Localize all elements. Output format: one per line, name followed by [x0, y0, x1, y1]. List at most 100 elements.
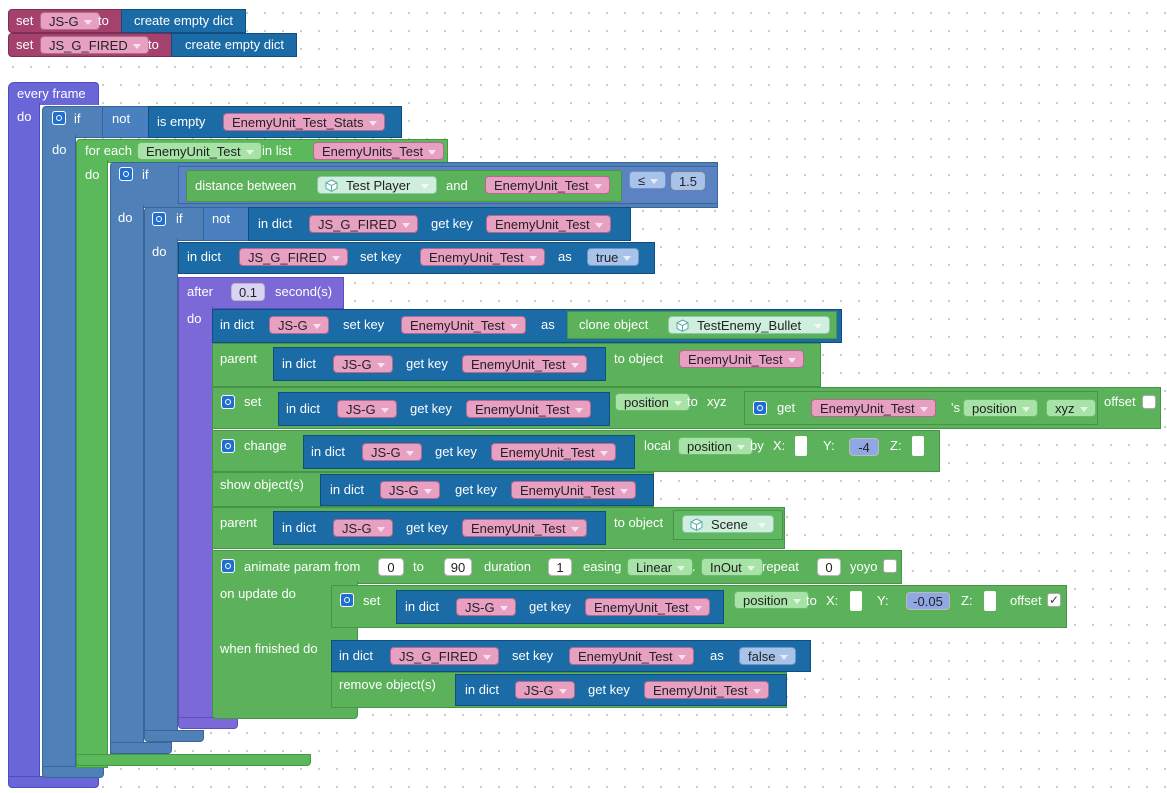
- in-dict-get-block[interactable]: in dict JS-G get key EnemyUnit_Test: [273, 511, 606, 545]
- key-dropdown-enemy[interactable]: EnemyUnit_Test: [420, 248, 545, 266]
- target-dropdown-enemy[interactable]: EnemyUnit_Test: [679, 350, 804, 368]
- z-value-slot[interactable]: [912, 436, 924, 456]
- list-variable-dropdown[interactable]: EnemyUnits_Test: [313, 142, 445, 160]
- in-dict-set-fired-true-block[interactable]: in dict JS_G_FIRED set key EnemyUnit_Tes…: [178, 242, 655, 274]
- key-dropdown-enemy[interactable]: EnemyUnit_Test: [491, 443, 616, 461]
- set-jsg-block[interactable]: set JS-G to: [8, 9, 122, 33]
- after-block[interactable]: after 0.1 second(s): [178, 277, 344, 309]
- dict-dropdown-jsg[interactable]: JS-G: [333, 355, 393, 373]
- key-dropdown-enemy[interactable]: EnemyUnit_Test: [462, 519, 587, 537]
- property-dropdown-position[interactable]: position: [963, 399, 1038, 417]
- mutator-gear-icon[interactable]: [119, 167, 133, 181]
- in-dict-get-block[interactable]: in dict JS-G get key EnemyUnit_Test: [396, 590, 724, 624]
- easing-dropdown[interactable]: Linear: [627, 558, 694, 576]
- possessive-label: 's: [951, 400, 960, 415]
- key-dropdown-enemy[interactable]: EnemyUnit_Test: [401, 316, 526, 334]
- boolean-dropdown-false[interactable]: false: [739, 647, 797, 665]
- item-variable-dropdown[interactable]: EnemyUnit_Test: [137, 142, 262, 160]
- clone-object-label: clone object: [579, 317, 649, 332]
- get-key-label: get key: [410, 401, 452, 416]
- dict-dropdown-jsg[interactable]: JS-G: [333, 519, 393, 537]
- compare-operator-dropdown[interactable]: ≤: [629, 171, 667, 189]
- from-value-input[interactable]: 0: [378, 558, 404, 576]
- key-dropdown-enemy[interactable]: EnemyUnit_Test: [585, 598, 710, 616]
- mutator-gear-icon[interactable]: [52, 111, 66, 125]
- set-jsg-fired-block[interactable]: set JS_G_FIRED to: [8, 33, 172, 57]
- dict-dropdown-jsg[interactable]: JS-G: [269, 316, 329, 334]
- dict-dropdown-jsg[interactable]: JS-G: [362, 443, 422, 461]
- var-dropdown-jsg[interactable]: JS-G: [40, 12, 100, 30]
- animate-param-block[interactable]: animate param from 0 to 90 duration 1 ea…: [212, 550, 902, 584]
- every-frame-block[interactable]: every frame: [8, 82, 99, 105]
- property-dropdown-position[interactable]: position: [615, 393, 690, 411]
- in-dict-get-block[interactable]: in dict JS-G get key EnemyUnit_Test: [273, 347, 606, 381]
- var-dropdown-jsg-fired[interactable]: JS_G_FIRED: [40, 36, 149, 54]
- easing-mode-dropdown[interactable]: InOut: [701, 558, 763, 576]
- key-dropdown-enemy[interactable]: EnemyUnit_Test: [462, 355, 587, 373]
- for-each-block[interactable]: for each EnemyUnit_Test in list EnemyUni…: [76, 139, 448, 163]
- in-dict-get-fired-block[interactable]: in dict JS_G_FIRED get key EnemyUnit_Tes…: [248, 207, 631, 241]
- key-dropdown-enemy[interactable]: EnemyUnit_Test: [644, 681, 769, 699]
- x-value-slot[interactable]: [795, 436, 807, 456]
- dict-dropdown-jsg[interactable]: JS-G: [456, 598, 516, 616]
- component-dropdown-xyz[interactable]: xyz: [1046, 399, 1096, 417]
- delay-input[interactable]: 0.1: [231, 283, 265, 301]
- z-value-slot[interactable]: [984, 591, 996, 611]
- key-dropdown-enemy[interactable]: EnemyUnit_Test: [511, 481, 636, 499]
- boolean-dropdown-true[interactable]: true: [587, 248, 640, 266]
- compare-value-input[interactable]: 1.5: [671, 172, 705, 190]
- property-dropdown-position[interactable]: position: [678, 437, 753, 455]
- get-property-block[interactable]: get EnemyUnit_Test 's position xyz: [744, 391, 1098, 425]
- create-empty-dict-block-1[interactable]: create empty dict: [121, 9, 246, 33]
- var-dropdown-enemy[interactable]: EnemyUnit_Test: [485, 176, 610, 194]
- dict-dropdown-fired[interactable]: JS_G_FIRED: [239, 248, 348, 266]
- y-value-input[interactable]: -0.05: [906, 592, 950, 610]
- in-dict-get-block[interactable]: in dict JS-G get key EnemyUnit_Test: [278, 392, 610, 426]
- distance-between-block[interactable]: distance between Test Player and EnemyUn…: [186, 170, 622, 202]
- yoyo-label: yoyo: [850, 559, 878, 574]
- property-dropdown-position[interactable]: position: [734, 591, 809, 609]
- object-dropdown-scene[interactable]: Scene: [682, 515, 774, 533]
- is-empty-block[interactable]: is empty EnemyUnit_Test_Stats: [148, 106, 402, 138]
- mutator-gear-icon[interactable]: [753, 401, 767, 415]
- to-value-input[interactable]: 90: [444, 558, 472, 576]
- mutator-gear-icon[interactable]: [221, 559, 235, 573]
- create-empty-dict-block-2[interactable]: create empty dict: [171, 33, 297, 57]
- dict-dropdown-jsg[interactable]: JS-G: [337, 400, 397, 418]
- offset-checkbox[interactable]: [1142, 395, 1156, 409]
- clone-object-block[interactable]: clone object TestEnemy_Bullet: [567, 311, 837, 339]
- var-dropdown-enemy[interactable]: EnemyUnit_Test: [811, 399, 936, 417]
- in-dict-set-fired-false-block[interactable]: in dict JS_G_FIRED set key EnemyUnit_Tes…: [331, 640, 811, 672]
- y-value-input[interactable]: -4: [849, 438, 879, 456]
- yoyo-checkbox[interactable]: [883, 559, 897, 573]
- in-dict-get-block[interactable]: in dict JS-G get key EnemyUnit_Test: [455, 674, 787, 706]
- in-dict-label: in dict: [282, 356, 316, 371]
- if-3-footer: [144, 730, 204, 742]
- dict-dropdown-fired[interactable]: JS_G_FIRED: [390, 647, 499, 665]
- object-dropdown-bullet[interactable]: TestEnemy_Bullet: [668, 316, 830, 334]
- duration-value-input[interactable]: 1: [548, 558, 572, 576]
- in-dict-get-block[interactable]: in dict JS-G get key EnemyUnit_Test: [320, 474, 654, 506]
- mutator-gear-icon[interactable]: [152, 212, 166, 226]
- mutator-gear-icon[interactable]: [221, 439, 235, 453]
- key-dropdown-enemy[interactable]: EnemyUnit_Test: [486, 215, 611, 233]
- key-dropdown-enemy[interactable]: EnemyUnit_Test: [569, 647, 694, 665]
- not-block-2[interactable]: not: [203, 207, 251, 241]
- if-block-1[interactable]: if: [42, 106, 106, 138]
- mutator-gear-icon[interactable]: [340, 593, 354, 607]
- dict-dropdown-jsg[interactable]: JS-G: [515, 681, 575, 699]
- mutator-gear-icon[interactable]: [221, 395, 235, 409]
- dict-dropdown-fired[interactable]: JS_G_FIRED: [309, 215, 418, 233]
- x-value-slot[interactable]: [850, 591, 862, 611]
- object-dropdown-test-player[interactable]: Test Player: [317, 176, 437, 194]
- not-block-1[interactable]: not: [102, 106, 152, 138]
- offset-checkbox[interactable]: ✓: [1047, 593, 1061, 607]
- if-block-3[interactable]: if: [144, 207, 206, 241]
- key-dropdown-enemy[interactable]: EnemyUnit_Test: [466, 400, 591, 418]
- do-label: do: [17, 109, 32, 124]
- var-dropdown-stats[interactable]: EnemyUnit_Test_Stats: [223, 113, 385, 131]
- in-dict-get-block[interactable]: in dict JS-G get key EnemyUnit_Test: [303, 435, 635, 469]
- repeat-value-input[interactable]: 0: [817, 558, 841, 576]
- scene-object-block[interactable]: Scene: [673, 510, 783, 540]
- dict-dropdown-jsg[interactable]: JS-G: [380, 481, 440, 499]
